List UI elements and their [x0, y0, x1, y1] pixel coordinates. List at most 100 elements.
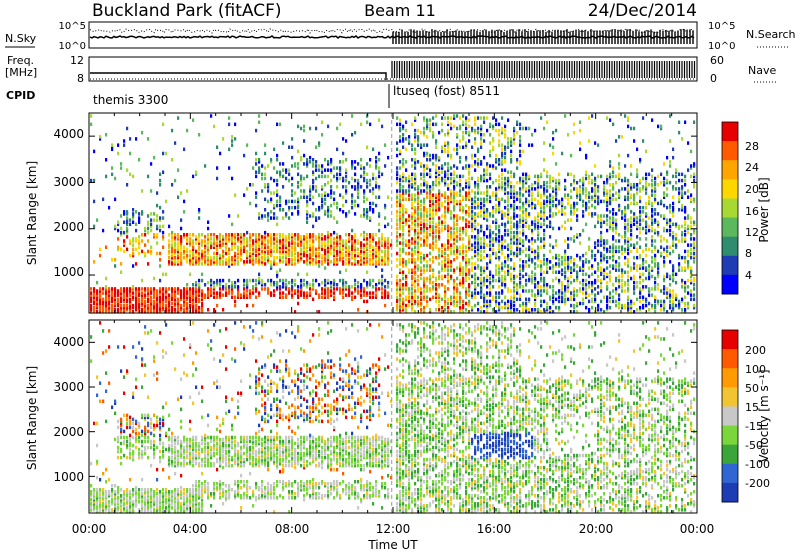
data-cell [591, 203, 594, 208]
data-cell [543, 222, 546, 227]
data-cell [216, 303, 219, 308]
data-cell [264, 214, 267, 218]
data-cell [405, 243, 408, 247]
data-cell [255, 257, 258, 262]
data-cell [195, 257, 198, 262]
data-cell [192, 303, 195, 308]
data-cell [153, 293, 156, 297]
data-cell [510, 249, 513, 254]
data-cell [261, 260, 264, 264]
data-cell [480, 255, 483, 260]
data-cell [345, 247, 348, 252]
data-cell [360, 245, 363, 249]
data-cell [339, 257, 342, 262]
data-cell [252, 291, 255, 295]
data-cell [288, 243, 291, 247]
data-cell [486, 293, 489, 297]
data-cell [228, 166, 231, 170]
data-cell [513, 237, 516, 241]
data-cell [420, 172, 423, 177]
data-cell [300, 243, 303, 247]
data-cell [573, 293, 576, 297]
data-cell [585, 291, 588, 295]
data-cell [462, 249, 465, 254]
data-cell [597, 216, 600, 220]
data-cell [462, 257, 465, 262]
data-cell [396, 197, 399, 202]
data-cell [549, 205, 552, 210]
data-cell [405, 310, 408, 314]
data-cell [321, 174, 324, 179]
data-cell [435, 174, 438, 179]
data-cell [567, 257, 570, 262]
data-cell [327, 293, 330, 297]
data-cell [426, 195, 429, 199]
data-cell [333, 230, 336, 235]
data-cell [510, 180, 513, 185]
data-cell [198, 132, 201, 137]
data-cell [306, 174, 309, 179]
data-cell [192, 118, 195, 122]
data-cell [231, 243, 234, 247]
data-cell [312, 232, 315, 237]
data-cell [147, 220, 150, 224]
data-cell [234, 251, 237, 256]
data-cell [363, 245, 366, 249]
data-cell [489, 257, 492, 262]
data-cell [552, 176, 555, 181]
data-cell [180, 255, 183, 260]
data-cell [546, 305, 549, 310]
data-cell [135, 210, 138, 214]
data-cell [189, 272, 192, 277]
data-cell [507, 141, 510, 145]
data-cell [366, 245, 369, 249]
data-cell [102, 197, 105, 202]
data-cell [264, 235, 267, 239]
data-cell [156, 226, 159, 231]
data-cell [282, 285, 285, 289]
data-cell [396, 235, 399, 239]
data-cell [501, 147, 504, 152]
data-cell [321, 205, 324, 210]
data-cell [558, 295, 561, 299]
data-cell [159, 224, 162, 229]
data-cell [492, 126, 495, 131]
data-cell [186, 249, 189, 254]
data-cell [189, 237, 192, 241]
data-cell [216, 278, 219, 283]
data-cell [492, 243, 495, 247]
data-cell [528, 212, 531, 216]
data-cell [396, 141, 399, 145]
data-cell [360, 262, 363, 266]
data-cell [537, 253, 540, 258]
data-cell [303, 153, 306, 158]
data-cell [153, 235, 156, 239]
data-cell [210, 237, 213, 241]
data-cell [582, 291, 585, 295]
data-cell [147, 287, 150, 291]
data-cell [273, 255, 276, 260]
data-cell [177, 243, 180, 247]
data-cell [183, 291, 186, 295]
data-cell [426, 243, 429, 247]
data-cell [453, 178, 456, 183]
data-cell [585, 278, 588, 283]
data-cell [249, 293, 252, 297]
data-cell [183, 303, 186, 308]
data-cell [525, 189, 528, 193]
data-cell [531, 249, 534, 254]
data-cell [336, 220, 339, 224]
data-cell [558, 201, 561, 206]
data-cell [465, 222, 468, 227]
data-cell [135, 262, 138, 266]
data-cell [285, 282, 288, 287]
data-cell [498, 270, 501, 274]
data-cell [306, 203, 309, 208]
data-cell [318, 295, 321, 299]
data-cell [132, 253, 135, 258]
data-cell [486, 116, 489, 120]
data-cell [399, 187, 402, 191]
cpid-segment-2: ltuseq (fost) 8511 [393, 84, 500, 98]
data-cell [543, 285, 546, 289]
data-cell [375, 262, 378, 266]
